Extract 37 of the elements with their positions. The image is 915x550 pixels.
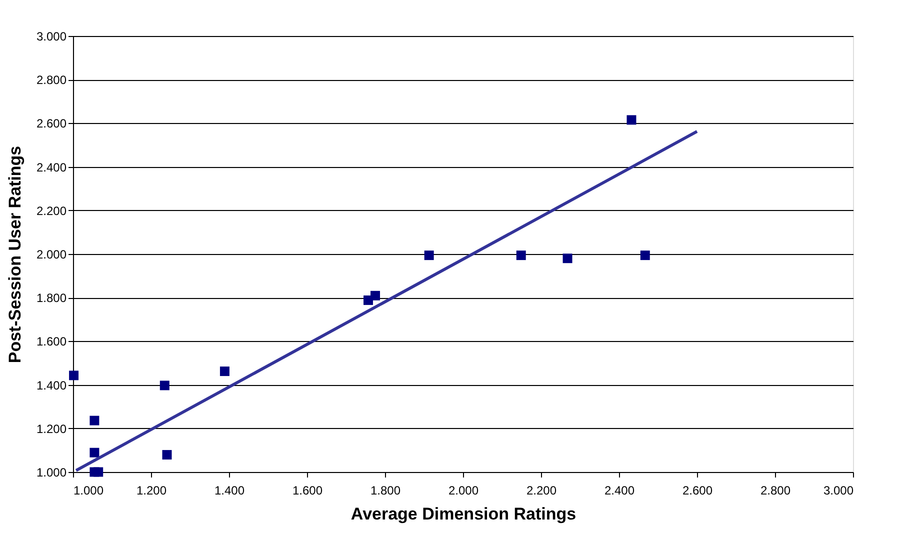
point [220,366,230,376]
point [640,250,650,260]
y-tick-label: 1.400 [36,378,67,392]
x-tick-label: 1.200 [136,484,167,498]
point [626,115,636,125]
point [69,370,79,380]
x-tick-label: 2.400 [604,484,635,498]
x-tick-label: 2.200 [526,484,557,498]
y-tick-label: 1.800 [36,291,67,306]
y-tick-label: 2.200 [36,204,67,218]
point [516,250,526,260]
x-tick-label: 1.400 [214,484,245,498]
x-tick-label: 3.000 [823,484,854,498]
y-tick-label: 1.000 [36,466,67,480]
point [562,254,572,264]
x-axis-title: Average Dimension Ratings [350,504,576,524]
y-tick-label: 2.600 [36,116,67,131]
y-tick-label: 1.600 [36,334,67,349]
x-tick-label: 1.600 [292,484,323,498]
point [162,450,172,460]
y-axis-title: Post-Session User Ratings [5,146,24,364]
x-tick-label: 2.800 [760,484,791,498]
point [90,416,100,426]
y-tick-label: 2.000 [36,248,67,262]
point [424,250,434,260]
x-tick-label: 1.800 [370,484,401,498]
point [90,448,100,458]
point [160,380,170,390]
x-tick-label: 1.000 [74,484,104,498]
y-tick-label: 3.000 [36,30,67,44]
point [94,467,104,477]
y-tick-label: 2.400 [36,160,67,174]
y-tick-label: 2.800 [36,73,67,88]
point [370,290,380,300]
y-tick-label: 1.200 [36,422,67,436]
x-tick-label: 2.000 [448,484,479,498]
x-tick-label: 2.600 [682,484,713,498]
